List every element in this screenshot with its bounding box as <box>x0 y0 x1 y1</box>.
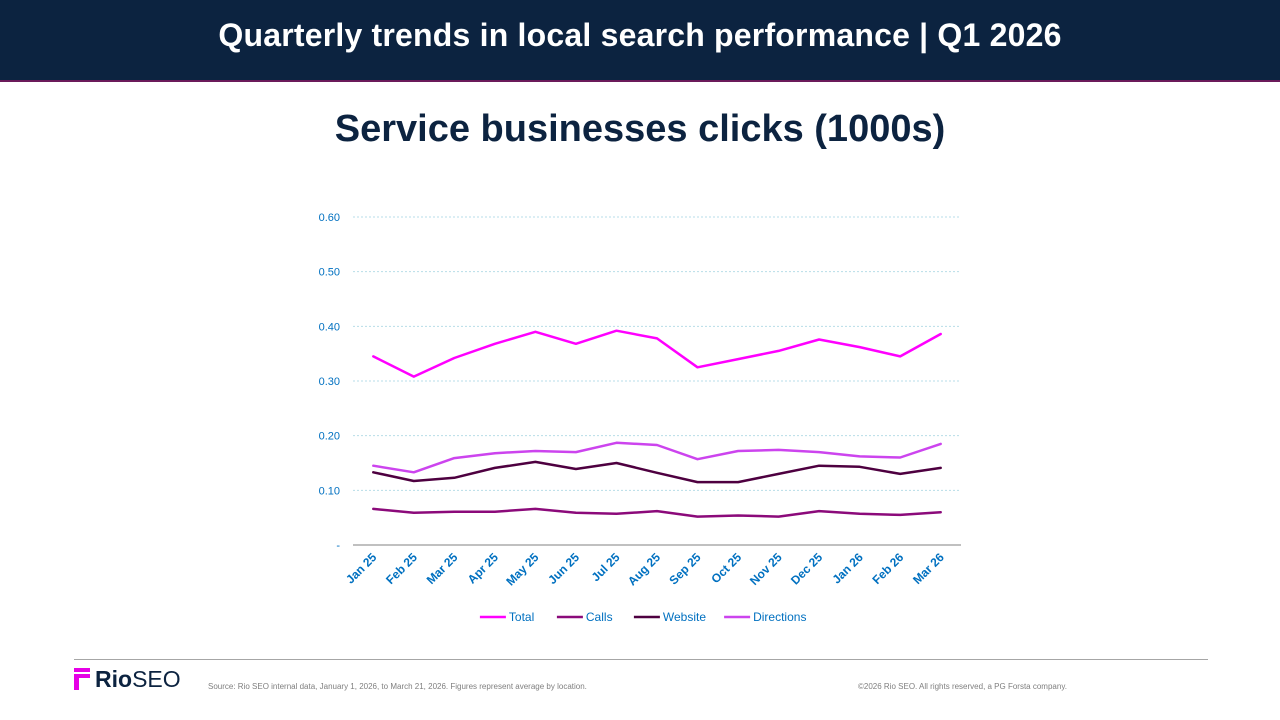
rio-seo-logo: RioSEO <box>74 666 181 692</box>
legend-label-total: Total <box>509 610 534 624</box>
chart-title: Service businesses clicks (1000s) <box>334 108 946 150</box>
y-tick-label: 0.30 <box>319 376 340 388</box>
series-line-directions <box>372 441 942 474</box>
x-axis-ticks: Jan 25 Feb 25 Mar 25 Apr 25 May 25 Jun 25 Jul … <box>343 550 947 588</box>
x-tick-label: Mar 25 <box>424 550 461 587</box>
logo-mark-icon <box>74 668 90 690</box>
y-tick-label: 0.50 <box>319 267 340 279</box>
x-tick-label: Jun 25 <box>545 550 582 587</box>
footer-divider <box>74 659 1208 660</box>
gridlines <box>353 216 961 491</box>
x-tick-label: May 25 <box>503 550 541 588</box>
x-tick-label: Apr 25 <box>465 550 502 587</box>
x-tick-label: Aug 25 <box>625 550 663 588</box>
x-tick-label: Dec 25 <box>788 550 825 587</box>
series-line-website <box>372 460 942 484</box>
source-note: Source: Rio SEO internal data, January 1… <box>208 682 587 691</box>
x-tick-label: Nov 25 <box>747 550 785 588</box>
y-axis-ticks: - 0.10 0.20 0.30 0.40 0.50 0.60 <box>319 212 341 552</box>
logo-text-rio: Rio <box>95 666 133 692</box>
header-bar: Quarterly trends in local search perform… <box>0 0 1280 82</box>
page-title: Quarterly trends in local search perform… <box>218 17 1062 53</box>
series-line-calls <box>372 507 942 518</box>
x-tick-label: Sep 25 <box>666 550 703 587</box>
x-tick-label: Jan 25 <box>343 550 380 587</box>
x-tick-label: Feb 25 <box>383 550 420 587</box>
x-tick-label: Jul 25 <box>589 550 623 584</box>
y-tick-label: - <box>336 540 340 552</box>
x-tick-label: Feb 26 <box>870 550 907 587</box>
x-tick-label: Mar 26 <box>910 550 947 587</box>
legend-label-directions: Directions <box>753 610 806 624</box>
legend-label-website: Website <box>663 610 706 624</box>
y-tick-label: 0.60 <box>319 212 340 224</box>
y-tick-label: 0.20 <box>319 431 340 443</box>
legend-label-calls: Calls <box>586 610 613 624</box>
line-chart: -0.100.200.300.400.500.60 Jan 25 Feb 25 Ma… <box>319 212 961 624</box>
series-lines <box>372 329 942 518</box>
y-tick-label: 0.10 <box>319 485 340 497</box>
x-tick-label: Oct 25 <box>708 550 744 586</box>
x-tick-label: Jan 26 <box>829 550 866 587</box>
legend: Total Calls Website Directions <box>479 610 806 624</box>
logo-text-seo: SEO <box>132 666 181 692</box>
copyright-note: ©2026 Rio SEO. All rights reserved, a PG… <box>858 682 1067 691</box>
y-tick-label: 0.40 <box>319 321 340 333</box>
series-line-total <box>372 329 942 378</box>
